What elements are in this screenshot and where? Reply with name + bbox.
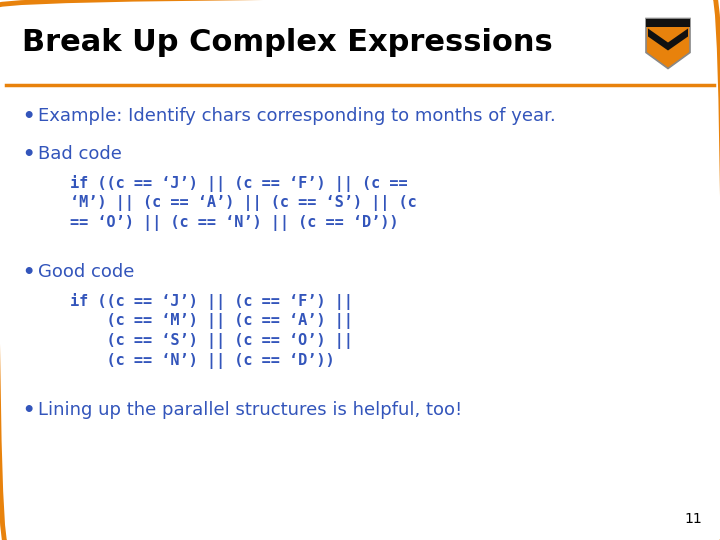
Text: == ‘O’) || (c == ‘N’) || (c == ‘D’)): == ‘O’) || (c == ‘N’) || (c == ‘D’)) (70, 215, 398, 231)
Polygon shape (646, 18, 690, 69)
Text: •: • (22, 263, 35, 282)
Text: Example: Identify chars corresponding to months of year.: Example: Identify chars corresponding to… (38, 107, 556, 125)
Text: (c == ‘M’) || (c == ‘A’) ||: (c == ‘M’) || (c == ‘A’) || (70, 313, 353, 329)
Text: Good code: Good code (38, 263, 135, 281)
Text: 11: 11 (684, 512, 702, 526)
Polygon shape (648, 29, 688, 51)
Text: •: • (22, 401, 35, 420)
Text: (c == ‘N’) || (c == ‘D’)): (c == ‘N’) || (c == ‘D’)) (70, 353, 335, 369)
Text: Lining up the parallel structures is helpful, too!: Lining up the parallel structures is hel… (38, 401, 462, 419)
Text: ‘M’) || (c == ‘A’) || (c == ‘S’) || (c: ‘M’) || (c == ‘A’) || (c == ‘S’) || (c (70, 195, 417, 211)
Text: •: • (22, 145, 35, 164)
Text: (c == ‘S’) || (c == ‘O’) ||: (c == ‘S’) || (c == ‘O’) || (70, 333, 353, 349)
Text: if ((c == ‘J’) || (c == ‘F’) ||: if ((c == ‘J’) || (c == ‘F’) || (70, 293, 353, 310)
Text: Bad code: Bad code (38, 145, 122, 163)
Text: Break Up Complex Expressions: Break Up Complex Expressions (22, 28, 553, 57)
Polygon shape (646, 18, 690, 26)
Text: •: • (22, 107, 35, 126)
Text: if ((c == ‘J’) || (c == ‘F’) || (c ==: if ((c == ‘J’) || (c == ‘F’) || (c == (70, 175, 408, 192)
